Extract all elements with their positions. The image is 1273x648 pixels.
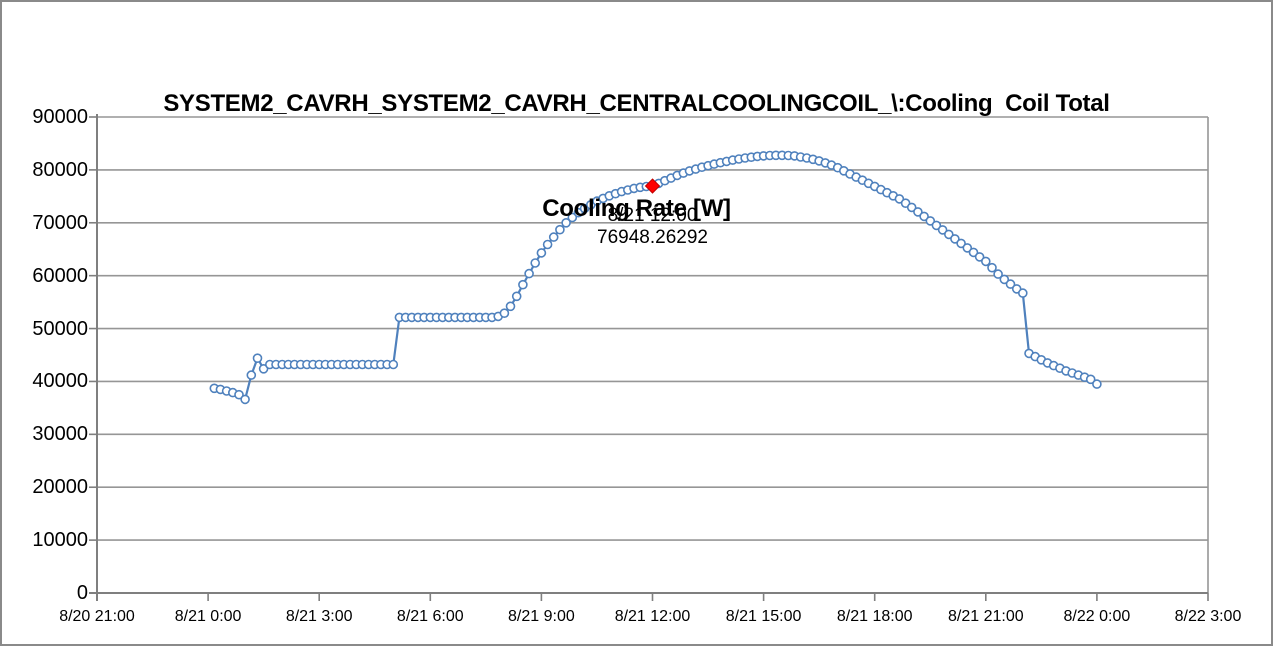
series-marker <box>913 207 923 217</box>
series-marker <box>931 220 942 231</box>
series-marker <box>943 229 954 240</box>
series-marker <box>950 234 960 244</box>
series-marker <box>555 224 565 235</box>
series-marker <box>561 218 571 228</box>
series-marker <box>542 239 553 250</box>
series-marker <box>906 202 917 213</box>
chart-title-line2: Cooling Rate [W] <box>542 195 731 222</box>
callout-value: 76948.26292 <box>597 227 708 248</box>
series-marker <box>993 269 1003 279</box>
chart-title: SYSTEM2_CAVRH_SYSTEM2_CAVRH_CENTRALCOOLI… <box>2 16 1271 296</box>
series-marker <box>974 252 985 262</box>
series-marker <box>246 370 257 380</box>
series-marker <box>240 394 250 405</box>
series-marker <box>937 225 948 235</box>
series-marker <box>1017 288 1028 298</box>
series-marker <box>980 256 991 267</box>
series-marker <box>968 247 979 258</box>
series-marker <box>388 359 399 370</box>
chart-title-line1: SYSTEM2_CAVRH_SYSTEM2_CAVRH_CENTRALCOOLI… <box>163 90 1110 117</box>
series-marker <box>925 216 936 226</box>
series-marker <box>524 268 534 279</box>
highlight-diamond-marker <box>644 178 661 194</box>
series-marker <box>234 389 244 400</box>
series-marker <box>1005 279 1016 289</box>
series-marker <box>919 211 929 222</box>
callout-time: 8/21 12:00 <box>607 205 698 226</box>
series-marker <box>505 301 516 312</box>
series-marker <box>252 353 263 364</box>
series-marker <box>1085 374 1096 385</box>
series-marker <box>987 262 997 273</box>
series-marker <box>518 279 528 290</box>
series-marker <box>999 274 1010 285</box>
series-marker <box>536 248 547 258</box>
series-marker <box>530 258 541 268</box>
series-marker <box>956 238 966 249</box>
series-marker <box>511 291 522 302</box>
data-point-callout: 8/21 12:00 76948.26292 <box>543 205 763 249</box>
series-marker <box>962 243 973 253</box>
series-marker <box>567 212 578 223</box>
series-marker <box>548 232 559 242</box>
series-marker <box>499 308 510 319</box>
series-marker <box>1092 379 1102 389</box>
